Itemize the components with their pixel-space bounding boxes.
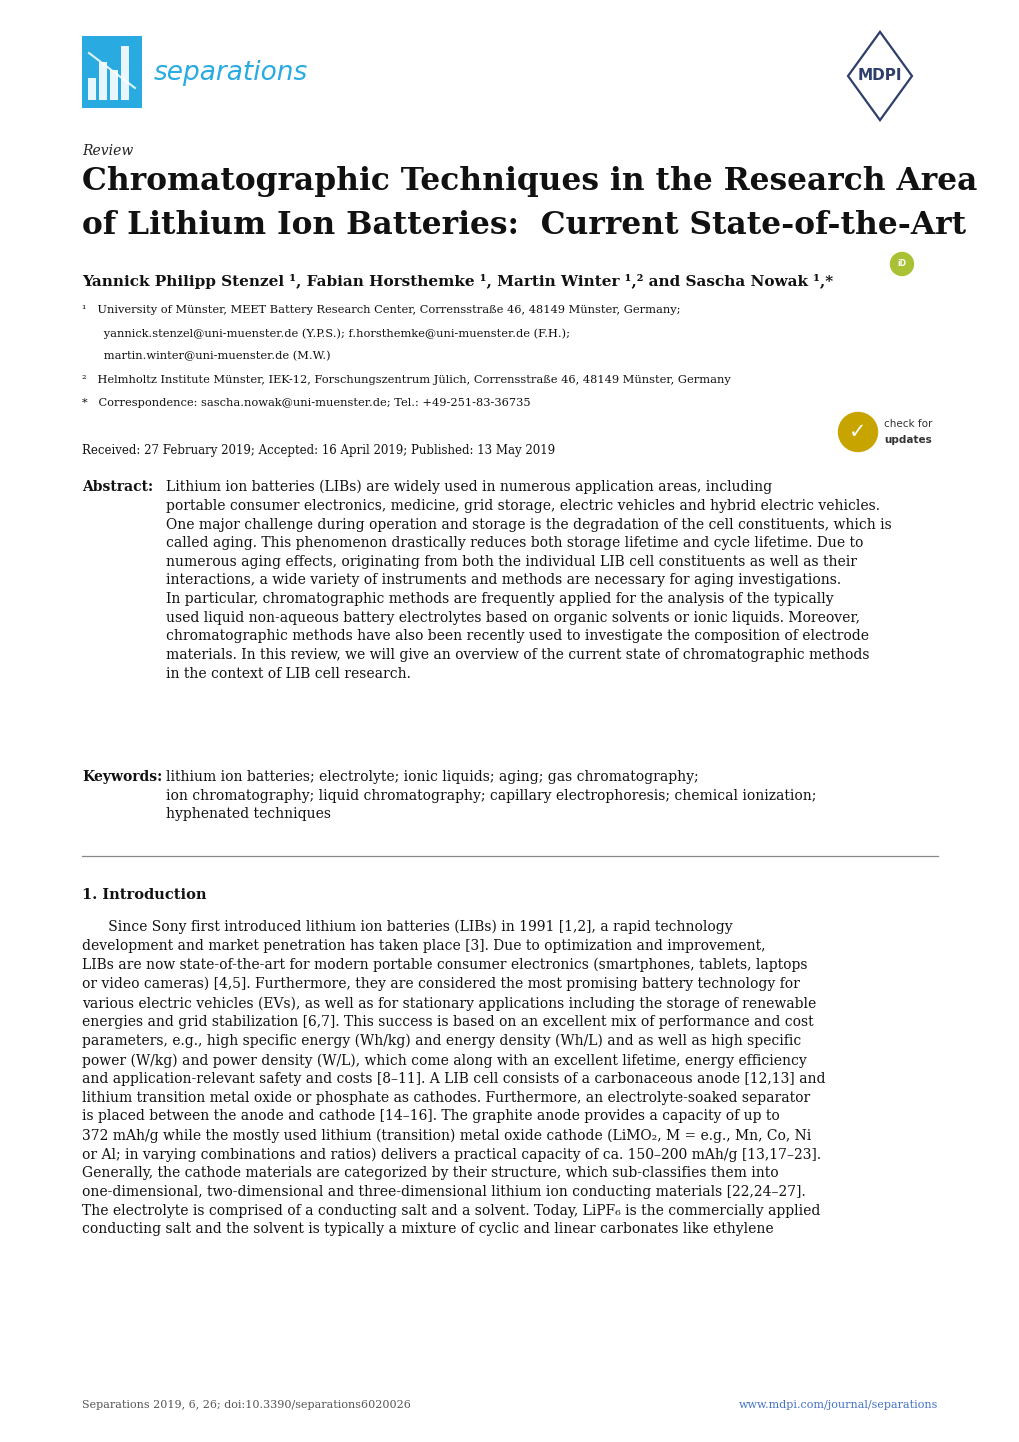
Text: lithium ion batteries; electrolyte; ionic liquids; aging; gas chromatography;
io: lithium ion batteries; electrolyte; ioni… (166, 770, 815, 822)
Text: Yannick Philipp Stenzel ¹, Fabian Horsthemke ¹, Martin Winter ¹,² and Sascha Now: Yannick Philipp Stenzel ¹, Fabian Horsth… (82, 274, 833, 288)
FancyBboxPatch shape (82, 36, 142, 108)
Text: ¹   University of Münster, MEET Battery Research Center, Corrensstraße 46, 48149: ¹ University of Münster, MEET Battery Re… (82, 306, 680, 314)
Text: Chromatographic Techniques in the Research Area: Chromatographic Techniques in the Resear… (82, 166, 976, 198)
Text: updates: updates (883, 435, 930, 446)
Circle shape (838, 412, 876, 451)
Text: yannick.stenzel@uni-muenster.de (Y.P.S.); f.horsthemke@uni-muenster.de (F.H.);: yannick.stenzel@uni-muenster.de (Y.P.S.)… (82, 327, 570, 339)
Text: Since Sony first introduced lithium ion batteries (LIBs) in 1991 [1,2], a rapid : Since Sony first introduced lithium ion … (82, 920, 824, 1236)
Text: Received: 27 February 2019; Accepted: 16 April 2019; Published: 13 May 2019: Received: 27 February 2019; Accepted: 16… (82, 444, 554, 457)
FancyBboxPatch shape (109, 71, 118, 99)
Text: Review: Review (82, 144, 133, 159)
FancyBboxPatch shape (99, 62, 107, 99)
Text: ✓: ✓ (849, 423, 866, 443)
Text: MDPI: MDPI (857, 69, 902, 84)
Text: martin.winter@uni-muenster.de (M.W.): martin.winter@uni-muenster.de (M.W.) (82, 350, 330, 362)
Text: Keywords:: Keywords: (82, 770, 162, 784)
Text: check for: check for (883, 420, 931, 430)
Text: www.mdpi.com/journal/separations: www.mdpi.com/journal/separations (738, 1400, 937, 1410)
Text: *   Correspondence: sascha.nowak@uni-muenster.de; Tel.: +49-251-83-36735: * Correspondence: sascha.nowak@uni-muens… (82, 398, 530, 408)
Text: iD: iD (897, 260, 906, 268)
Text: Abstract:: Abstract: (82, 480, 153, 495)
Text: ²   Helmholtz Institute Münster, IEK-12, Forschungszentrum Jülich, Corrensstraße: ² Helmholtz Institute Münster, IEK-12, F… (82, 375, 730, 385)
FancyBboxPatch shape (88, 78, 96, 99)
Text: separations: separations (154, 61, 308, 87)
Text: of Lithium Ion Batteries:  Current State-of-the-Art: of Lithium Ion Batteries: Current State-… (82, 211, 965, 241)
Text: Lithium ion batteries (LIBs) are widely used in numerous application areas, incl: Lithium ion batteries (LIBs) are widely … (166, 480, 891, 681)
Text: 1. Introduction: 1. Introduction (82, 888, 206, 903)
Text: Separations 2019, 6, 26; doi:10.3390/separations6020026: Separations 2019, 6, 26; doi:10.3390/sep… (82, 1400, 411, 1410)
FancyBboxPatch shape (120, 46, 128, 99)
Circle shape (890, 252, 913, 275)
